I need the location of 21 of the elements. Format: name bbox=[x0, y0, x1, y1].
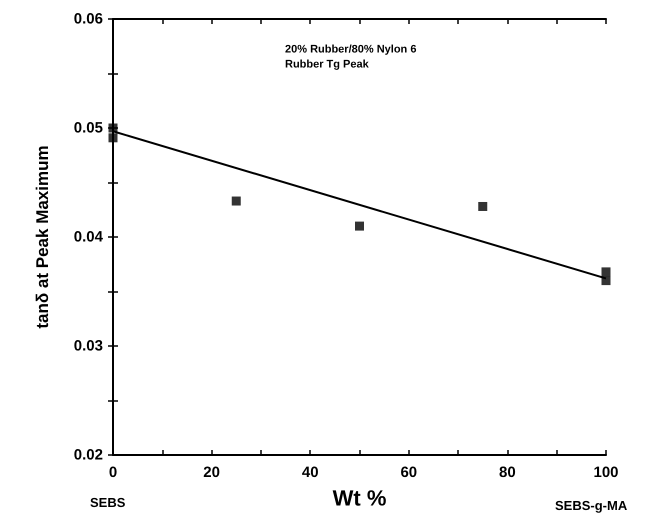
text: SEBS bbox=[90, 495, 126, 510]
x-tick-label: 80 bbox=[499, 464, 516, 481]
point bbox=[478, 202, 488, 211]
y-tick-label: 0.03 bbox=[74, 338, 103, 354]
annotation: 20% Rubber/80% Nylon 6 Rubber Tg Peak bbox=[285, 44, 416, 70]
x-tick-label: 100 bbox=[593, 464, 619, 481]
point bbox=[355, 222, 364, 231]
point bbox=[232, 196, 241, 206]
text: SEBS-g-MA bbox=[555, 498, 628, 513]
x-tick-label: 60 bbox=[400, 464, 418, 481]
y-tick-label: 0.06 bbox=[74, 10, 103, 28]
y-tick-label: 0.04 bbox=[74, 228, 104, 246]
point bbox=[108, 133, 118, 142]
x-axis-title: Wt % bbox=[332, 486, 386, 510]
x-tick-label: 0 bbox=[108, 464, 118, 481]
y-axis-title: tanδ at Peak Maximum bbox=[33, 145, 52, 329]
point bbox=[602, 267, 610, 276]
y-tick-label: 0.05 bbox=[74, 120, 103, 136]
x-tick-label: 40 bbox=[302, 464, 319, 481]
x-tick-label: 20 bbox=[203, 464, 220, 481]
y-tick-label: 0.02 bbox=[74, 446, 103, 464]
